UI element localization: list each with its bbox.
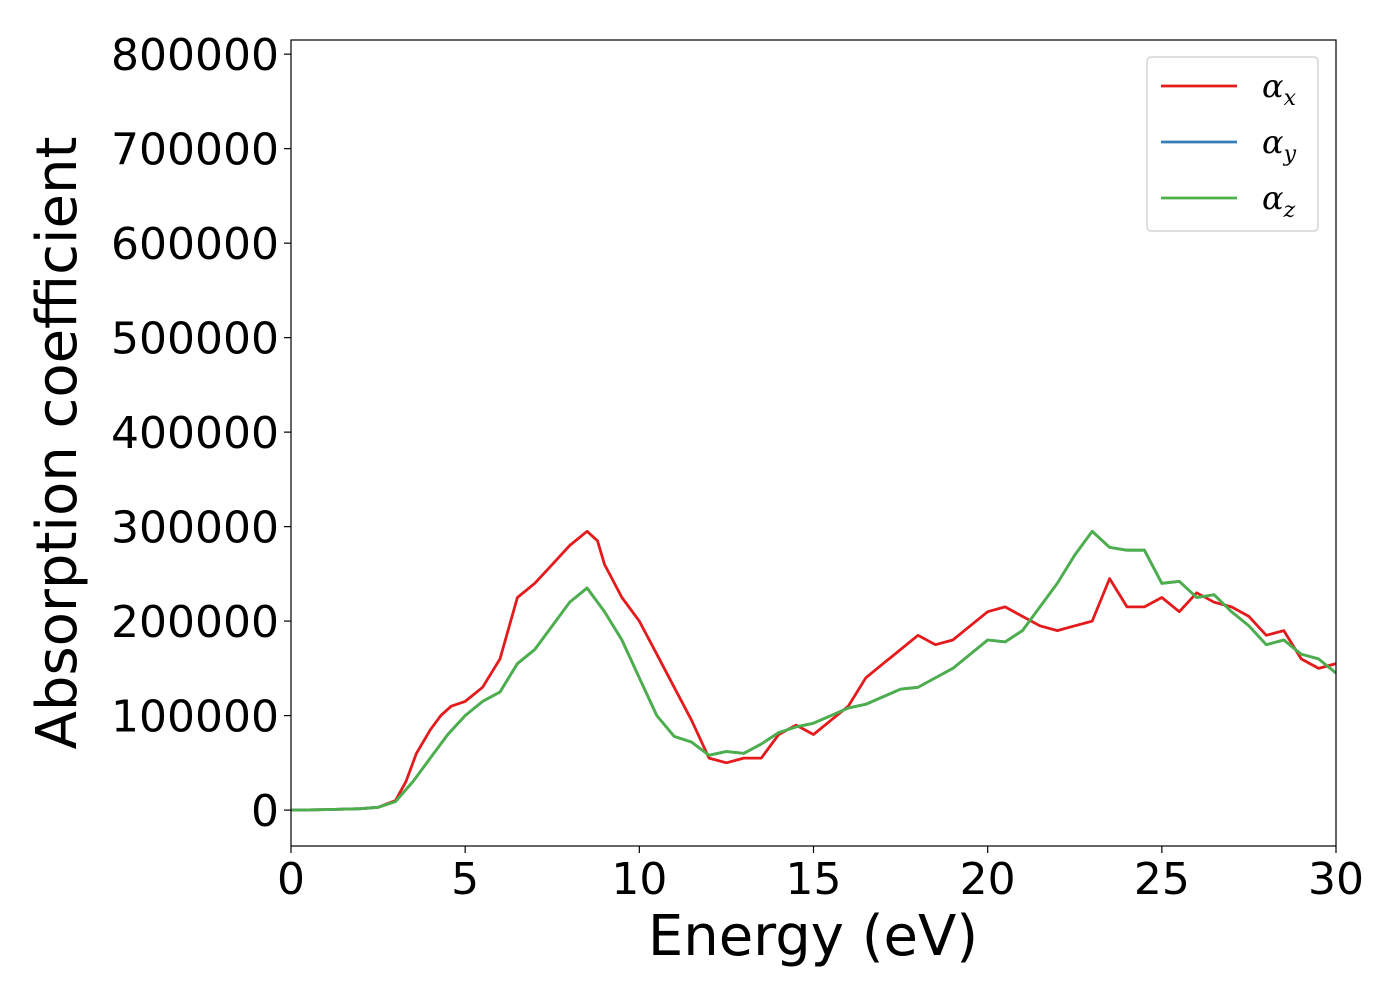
y-tick-label: 500000 — [111, 314, 279, 365]
x-tick-label: 10 — [611, 854, 667, 905]
legend-label-z: αz — [1262, 179, 1296, 223]
y-axis-label: Absorption coefficient — [25, 137, 90, 750]
x-axis: 0 5 10 15 20 25 30 — [277, 846, 1364, 905]
y-axis: 0 100000 200000 300000 400000 500000 600000 700… — [111, 30, 291, 837]
legend-label-y: αy — [1262, 123, 1297, 167]
y-tick-label: 400000 — [111, 408, 279, 459]
x-tick-label: 15 — [786, 854, 842, 905]
legend: αx αy αz — [1146, 56, 1319, 232]
series-layer — [290, 529, 1337, 812]
x-tick-label: 5 — [451, 854, 479, 905]
x-axis-label: Energy (eV) — [648, 904, 978, 969]
x-tick-label: 0 — [277, 854, 305, 905]
y-tick-label: 600000 — [111, 219, 279, 270]
y-tick-label: 0 — [251, 786, 279, 837]
y-tick-label: 100000 — [111, 692, 279, 743]
legend-label-x: αx — [1262, 67, 1297, 111]
y-tick-label: 800000 — [111, 30, 279, 81]
legend-box — [1146, 56, 1319, 232]
series-line-x — [290, 529, 1337, 812]
x-tick-label: 25 — [1134, 854, 1190, 905]
x-tick-label: 20 — [960, 854, 1016, 905]
series-line-z — [290, 529, 1337, 812]
y-tick-label: 700000 — [111, 125, 279, 176]
y-tick-label: 300000 — [111, 503, 279, 554]
y-tick-label: 200000 — [111, 597, 279, 648]
x-tick-label: 30 — [1308, 854, 1364, 905]
